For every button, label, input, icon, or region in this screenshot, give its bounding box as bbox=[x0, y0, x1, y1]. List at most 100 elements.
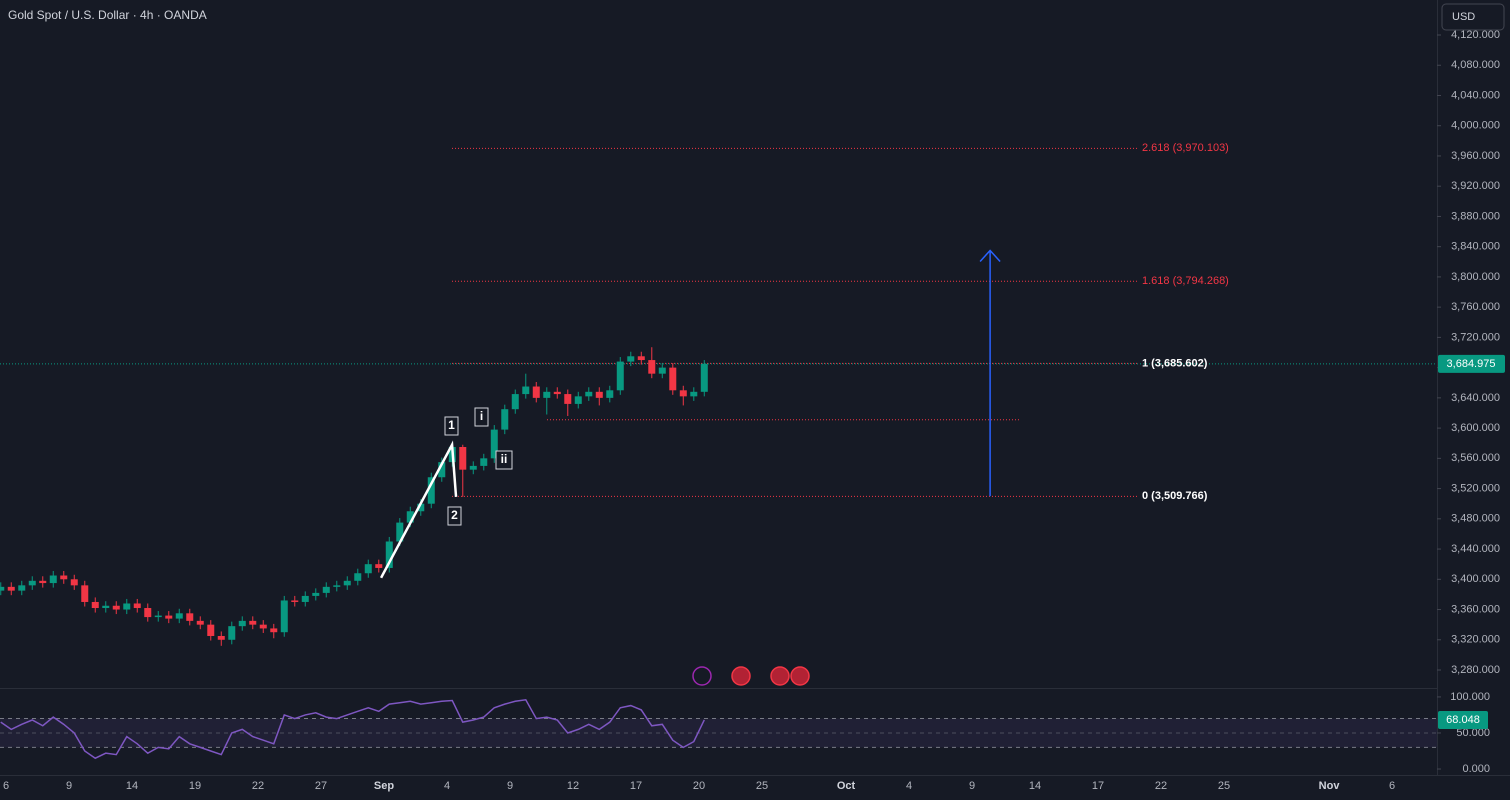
candle-body bbox=[49, 575, 57, 584]
candle-body bbox=[637, 356, 645, 361]
x-tick-label: 17 bbox=[1092, 780, 1104, 792]
wave-label-box bbox=[447, 506, 462, 526]
candle-body bbox=[564, 394, 572, 404]
y-tick-label: 4,040.000 bbox=[1451, 89, 1500, 101]
x-tick-label: 22 bbox=[1155, 780, 1167, 792]
y-tick-label: 100.000 bbox=[1450, 691, 1490, 703]
x-tick-label: 4 bbox=[906, 780, 912, 792]
candle-body bbox=[301, 595, 309, 602]
x-tick-label: 9 bbox=[969, 780, 975, 792]
y-tick-label: 3,640.000 bbox=[1451, 392, 1500, 404]
candle-body bbox=[7, 586, 15, 591]
x-tick-label: Sep bbox=[374, 780, 394, 792]
candle-body bbox=[501, 409, 509, 430]
candle-body bbox=[700, 363, 708, 392]
event-icon[interactable] bbox=[731, 666, 751, 686]
x-tick-label: 14 bbox=[1029, 780, 1041, 792]
y-tick-label: 3,760.000 bbox=[1451, 301, 1500, 313]
candle-body bbox=[91, 601, 99, 609]
candle-body bbox=[238, 620, 246, 627]
candle-body bbox=[207, 624, 215, 636]
x-tick-label: 6 bbox=[3, 780, 9, 792]
candle-body bbox=[417, 503, 425, 512]
candle-body bbox=[606, 390, 614, 398]
y-tick-label: 3,280.000 bbox=[1451, 664, 1500, 676]
y-tick-label: 4,080.000 bbox=[1451, 59, 1500, 71]
x-tick-label: 9 bbox=[66, 780, 72, 792]
candle-body bbox=[406, 511, 414, 523]
candle-body bbox=[522, 386, 530, 395]
rsi-value-tag bbox=[1438, 710, 1488, 729]
candle-body bbox=[228, 626, 236, 640]
candle-body bbox=[70, 579, 78, 586]
rsi-band-fill bbox=[0, 718, 1437, 748]
candle-body bbox=[679, 390, 687, 397]
candle-body bbox=[438, 462, 446, 478]
candle-body bbox=[385, 541, 393, 568]
wave-label: i bbox=[480, 409, 483, 423]
candle-body bbox=[154, 615, 162, 618]
candle-body bbox=[144, 608, 152, 618]
candle-body bbox=[133, 603, 141, 609]
fib-level-label: 1 (3,685.602) bbox=[1142, 357, 1208, 369]
fib-level-label: 1.618 (3,794.268) bbox=[1142, 275, 1229, 287]
candle-body bbox=[81, 585, 89, 602]
currency-button[interactable] bbox=[1441, 3, 1505, 31]
candle-body bbox=[280, 600, 288, 633]
rsi-value-label: 68.048 bbox=[1446, 714, 1480, 726]
candle-body bbox=[490, 429, 498, 459]
y-tick-label: 0.000 bbox=[1462, 763, 1490, 775]
y-tick-label: 3,880.000 bbox=[1451, 210, 1500, 222]
candle-body bbox=[553, 391, 561, 395]
candle-body bbox=[175, 613, 183, 619]
wave-labels: 1 2 i ii bbox=[444, 407, 513, 526]
y-tick-label: 3,920.000 bbox=[1451, 180, 1500, 192]
x-tick-label: 12 bbox=[567, 780, 579, 792]
candle-body bbox=[354, 573, 362, 581]
candle-body bbox=[627, 356, 635, 362]
last-price-tag bbox=[1438, 354, 1505, 373]
event-icon[interactable] bbox=[692, 666, 712, 686]
y-tick-label: 3,960.000 bbox=[1451, 150, 1500, 162]
candle-body bbox=[18, 585, 26, 591]
candle-body bbox=[102, 605, 110, 609]
y-tick-label: 3,560.000 bbox=[1451, 452, 1500, 464]
event-icon[interactable] bbox=[790, 666, 810, 686]
wave-line bbox=[379, 440, 458, 579]
candle-body bbox=[669, 367, 677, 391]
candle-body bbox=[574, 396, 582, 404]
candle-body bbox=[375, 564, 383, 568]
y-tick-label: 3,720.000 bbox=[1451, 331, 1500, 343]
candle-body bbox=[270, 628, 278, 633]
x-tick-label: 22 bbox=[252, 780, 264, 792]
wave-label: ii bbox=[501, 452, 508, 466]
wave-label: 2 bbox=[451, 508, 458, 522]
candle-body bbox=[28, 580, 36, 586]
y-tick-label: 3,600.000 bbox=[1451, 422, 1500, 434]
y-tick-label: 3,400.000 bbox=[1451, 573, 1500, 585]
candle-body bbox=[60, 575, 68, 580]
candle-body bbox=[532, 386, 540, 398]
x-tick-label: 17 bbox=[630, 780, 642, 792]
candle-body bbox=[396, 522, 404, 542]
x-tick-label: 25 bbox=[1218, 780, 1230, 792]
y-tick-label: 3,800.000 bbox=[1451, 271, 1500, 283]
arrow-head bbox=[979, 249, 1001, 262]
fib-level-label: 0 (3,509.766) bbox=[1142, 490, 1208, 502]
candle-body bbox=[585, 391, 593, 397]
x-tick-label: 20 bbox=[693, 780, 705, 792]
x-tick-label: 19 bbox=[189, 780, 201, 792]
y-tick-label: 50.000 bbox=[1456, 727, 1490, 739]
event-icon[interactable] bbox=[770, 666, 790, 686]
candle-body bbox=[595, 391, 603, 398]
y-tick-label: 4,120.000 bbox=[1451, 29, 1500, 41]
candle-body bbox=[469, 465, 477, 470]
currency-label[interactable]: USD bbox=[1452, 11, 1475, 23]
x-tick-label: 25 bbox=[756, 780, 768, 792]
x-tick-label: 6 bbox=[1389, 780, 1395, 792]
y-tick-label: 3,360.000 bbox=[1451, 603, 1500, 615]
wave-label-box bbox=[495, 450, 513, 470]
